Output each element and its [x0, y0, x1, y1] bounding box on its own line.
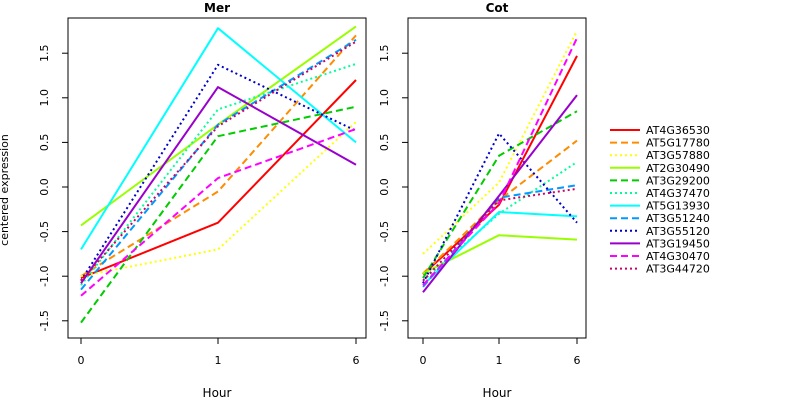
- panel-cot-ytick-label: -0.5: [378, 221, 391, 242]
- legend-label-at5g13930: AT5G13930: [646, 200, 710, 213]
- panel-mer-ytick-label: 1.0: [38, 89, 51, 107]
- panel-mer-plot-frame: [67, 17, 367, 339]
- panel-mer-series-at3g19450: [80, 86, 357, 284]
- panel-cot-series-at4g36530: [422, 55, 578, 276]
- panel-cot-series-at3g29200: [422, 110, 578, 279]
- panel-mer-ytick-label: -1.5: [38, 310, 51, 331]
- panel-mer-series-at4g30470: [80, 128, 357, 297]
- panel-mer-series-at3g51240: [80, 38, 357, 291]
- panel-mer-ytick-label: -1.0: [38, 265, 51, 286]
- panel-cot-xtick-label: 0: [420, 354, 427, 367]
- panel-cot-xtick-label: 1: [496, 354, 503, 367]
- panel-cot-series-at3g57880: [422, 30, 578, 255]
- panel-mer-ytick-label: -0.5: [38, 221, 51, 242]
- panel-mer-ytick-label: 0.5: [38, 134, 51, 152]
- panel-cot-xlabel: Hour: [483, 386, 512, 400]
- legend-label-at2g30490: AT2G30490: [646, 162, 710, 175]
- panel-mer-series-at2g30490: [80, 25, 357, 227]
- panel-mer-xlabel: Hour: [203, 386, 232, 400]
- panel-mer-ylabel: centered expression: [0, 134, 11, 246]
- legend-label-at4g36530: AT4G36530: [646, 124, 710, 137]
- panel-cot-series-at3g55120: [422, 132, 578, 284]
- legend-label-at3g57880: AT3G57880: [646, 149, 710, 162]
- panel-mer-xtick-label: 6: [353, 354, 360, 367]
- panel-mer-series-at3g55120: [80, 63, 357, 282]
- panel-mer-series-at3g44720: [80, 40, 357, 282]
- panel-cot-ytick-label: -1.0: [378, 265, 391, 286]
- legend-label-at3g55120: AT3G55120: [646, 225, 710, 238]
- panel-cot-title: Cot: [486, 1, 509, 15]
- legend-label-at3g19450: AT3G19450: [646, 237, 710, 250]
- panel-cot-ytick-label: -1.5: [378, 310, 391, 331]
- panel-cot-ytick-label: 0.5: [378, 134, 391, 152]
- legend-label-at3g29200: AT3G29200: [646, 174, 710, 187]
- panel-mer-title: Mer: [204, 1, 230, 15]
- panel-mer-xtick-label: 0: [78, 354, 85, 367]
- panel-mer-series-at3g29200: [80, 105, 357, 324]
- panel-mer-series-at3g57880: [80, 121, 357, 278]
- legend-label-at4g37470: AT4G37470: [646, 187, 710, 200]
- legend-label-at4g30470: AT4G30470: [646, 250, 710, 263]
- panel-cot-series-at4g30470: [422, 37, 578, 286]
- legend-label-at3g44720: AT3G44720: [646, 263, 710, 276]
- panel-cot-plot-frame: [407, 17, 587, 339]
- legend-label-at5g17780: AT5G17780: [646, 137, 710, 150]
- panel-cot-series-at3g19450: [422, 94, 578, 293]
- panel-mer-ytick-label: 0.0: [38, 178, 51, 196]
- legend-label-at3g51240: AT3G51240: [646, 212, 710, 225]
- panel-cot-xtick-label: 6: [574, 354, 581, 367]
- panel-mer-series-at5g17780: [80, 34, 357, 278]
- panel-cot-series-at4g37470: [422, 161, 578, 282]
- panel-cot-series-at3g44720: [422, 187, 578, 282]
- panel-cot-ytick-label: 1.0: [378, 89, 391, 107]
- panel-cot-series-at5g13930: [422, 211, 578, 286]
- panel-mer-ytick-label: 1.5: [38, 44, 51, 62]
- panel-cot-ytick-label: 0.0: [378, 178, 391, 196]
- panel-mer-series-at4g37470: [80, 62, 357, 286]
- panel-mer-series-at5g13930: [80, 27, 357, 250]
- panel-cot-ytick-label: 1.5: [378, 44, 391, 62]
- panel-mer-xtick-label: 1: [215, 354, 222, 367]
